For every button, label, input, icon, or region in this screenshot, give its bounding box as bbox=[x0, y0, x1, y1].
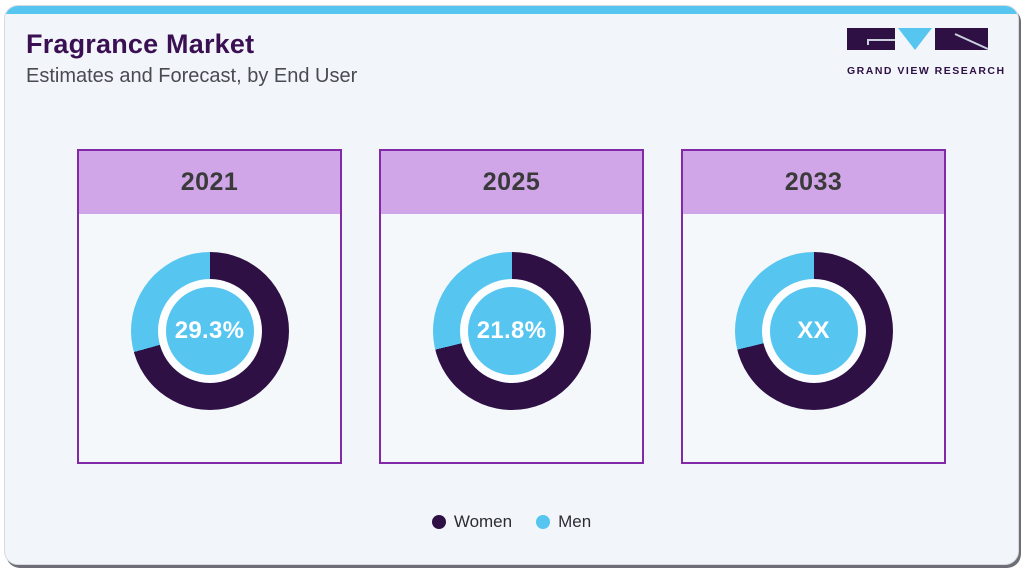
card-2025-body: 21.8% bbox=[381, 214, 642, 462]
card-2021-body: 29.3% bbox=[79, 214, 340, 462]
logo-wordmark: GRAND VIEW RESEARCH bbox=[847, 65, 1006, 77]
donut-center-value-2025: 21.8% bbox=[467, 287, 556, 375]
card-2021-year-label: 2021 bbox=[79, 151, 340, 214]
donut-center-value-2021: 29.3% bbox=[165, 287, 254, 375]
card-2033-year-label: 2033 bbox=[683, 151, 944, 214]
donut-cards-row: 2021 29.3% 2025 21.8% 2033 bbox=[5, 149, 1018, 464]
logo-mark-v-triangle bbox=[898, 28, 932, 50]
card-2025: 2025 21.8% bbox=[379, 149, 644, 464]
card-2025-year-label: 2025 bbox=[381, 151, 642, 214]
donut-chart-2033: XX bbox=[734, 252, 893, 410]
logo-mark-r-line bbox=[954, 33, 989, 50]
men-legend-dot-icon bbox=[536, 515, 551, 529]
gvr-logo: GRAND VIEW RESEARCH bbox=[847, 28, 1006, 77]
top-accent-bar bbox=[5, 6, 1018, 14]
page-subtitle: Estimates and Forecast, by End User bbox=[26, 64, 358, 87]
gvr-logo-marks bbox=[847, 28, 989, 50]
header: Fragrance Market Estimates and Forecast,… bbox=[26, 29, 358, 88]
women-legend-dot-icon bbox=[431, 515, 446, 529]
card-2033-body: XX bbox=[683, 214, 944, 462]
legend-label-men: Men bbox=[558, 512, 592, 531]
page-title: Fragrance Market bbox=[26, 29, 255, 59]
card-2021: 2021 29.3% bbox=[77, 149, 342, 464]
legend-label-women: Women bbox=[453, 512, 513, 531]
slide-frame: Fragrance Market Estimates and Forecast,… bbox=[4, 5, 1019, 565]
card-2033: 2033 XX bbox=[681, 149, 946, 464]
donut-center-value-2033: XX bbox=[769, 287, 858, 375]
legend-item-women: Women bbox=[431, 512, 513, 532]
logo-mark-g-line bbox=[867, 39, 895, 45]
chart-legend: Women Men bbox=[5, 512, 1018, 532]
legend-item-men: Men bbox=[536, 512, 591, 532]
donut-chart-2025: 21.8% bbox=[432, 252, 591, 410]
donut-chart-2021: 29.3% bbox=[130, 252, 289, 410]
logo-mark-r bbox=[935, 28, 988, 50]
